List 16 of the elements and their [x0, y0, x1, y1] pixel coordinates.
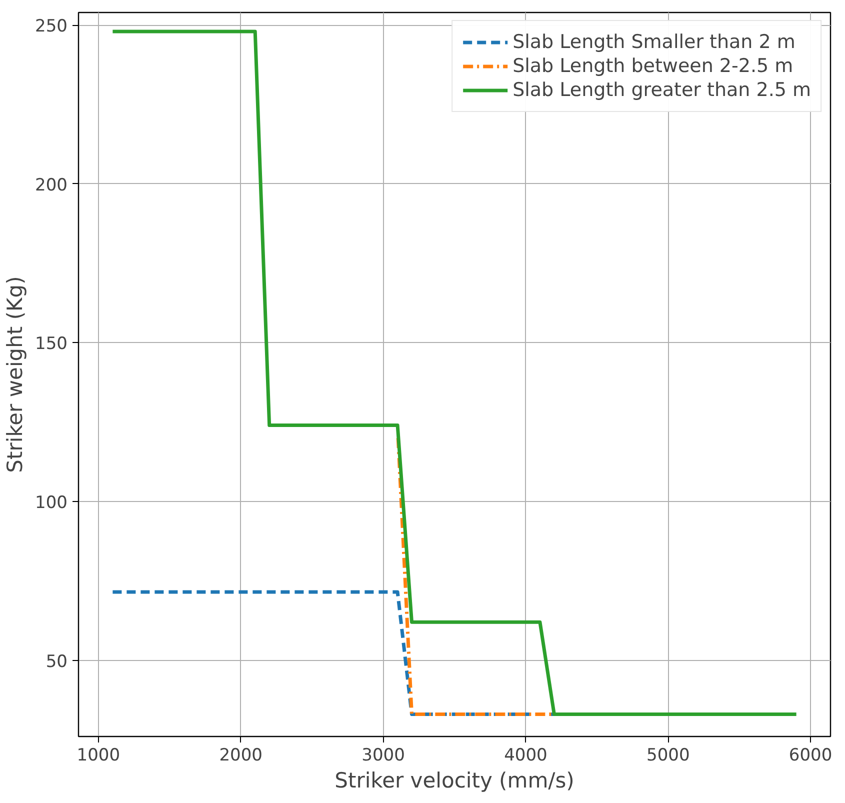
y-tick-label: 100 [35, 493, 68, 514]
legend-label: Slab Length greater than 2.5 m [512, 79, 811, 101]
legend-label: Slab Length between 2-2.5 m [512, 55, 794, 77]
y-tick-label: 50 [46, 652, 68, 672]
x-tick-label: 4000 [504, 746, 548, 766]
x-tick-label: 5000 [646, 746, 690, 766]
legend-label: Slab Length Smaller than 2 m [512, 31, 796, 53]
y-axis-title: Striker weight (Kg) [3, 276, 28, 473]
x-tick-label: 1000 [76, 746, 120, 766]
x-tick-label: 2000 [219, 746, 262, 766]
y-tick-label: 150 [35, 334, 68, 354]
y-tick-label: 200 [35, 175, 68, 196]
x-tick-label: 3000 [362, 746, 405, 766]
x-tick-label: 6000 [788, 746, 832, 766]
y-tick-label: 250 [35, 16, 68, 37]
x-axis-title: Striker velocity (mm/s) [334, 768, 574, 792]
